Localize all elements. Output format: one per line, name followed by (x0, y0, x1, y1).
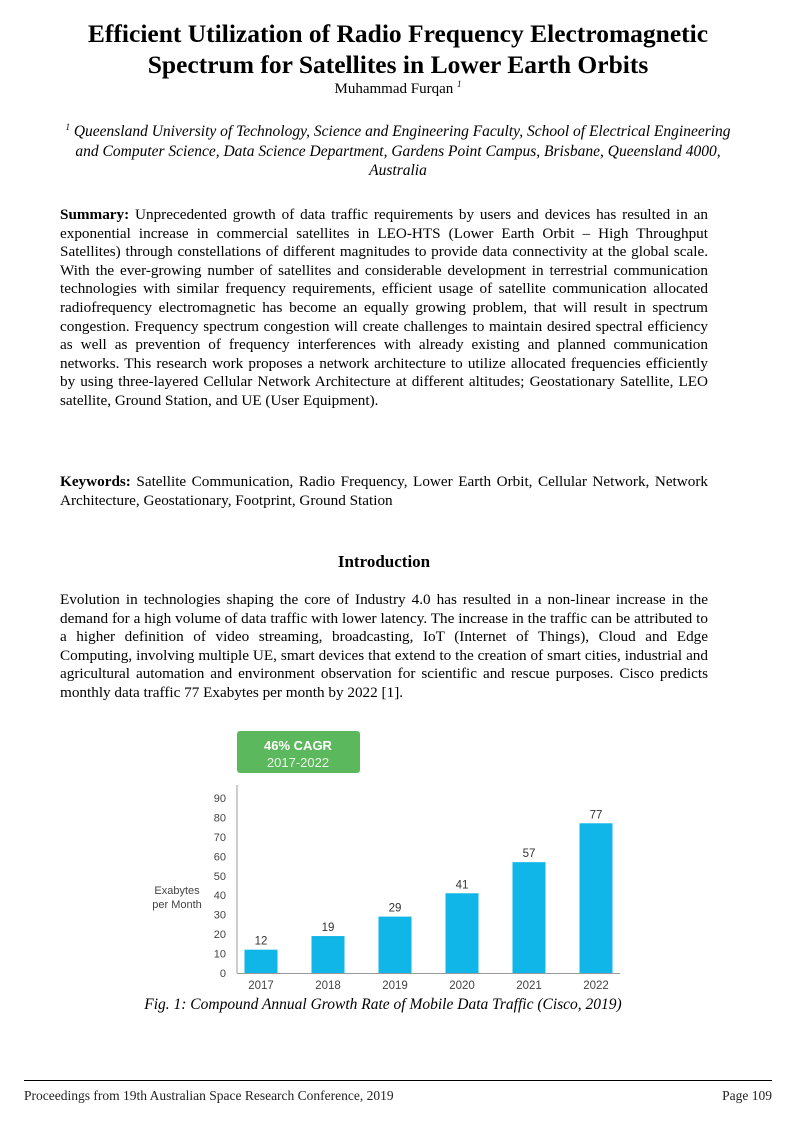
data-label-2019: 29 (389, 903, 402, 915)
title-line-1: Efficient Utilization of Radio Frequency… (87, 19, 709, 48)
y-tick-label: 30 (214, 910, 226, 922)
y-axis-label-line2: per Month (152, 899, 202, 911)
y-tick-label: 40 (214, 890, 226, 902)
x-tick-label-2017: 2017 (248, 980, 274, 992)
summary-label: Summary: (60, 206, 130, 223)
footer-proceedings: Proceedings from 19th Australian Space R… (24, 1088, 394, 1103)
cagr-badge-line1: 46% CAGR (264, 738, 333, 753)
y-tick-label: 80 (214, 812, 226, 824)
bar-2022 (579, 823, 613, 973)
bar-2018 (311, 936, 345, 973)
y-tick-label: 60 (214, 851, 226, 863)
footer-divider (24, 1080, 772, 1081)
data-label-2017: 12 (255, 936, 268, 948)
x-tick-label-2020: 2020 (449, 980, 475, 992)
title-line-2: Spectrum for Satellites in Lower Earth O… (147, 50, 649, 79)
data-label-2022: 77 (590, 809, 603, 821)
y-tick-label: 10 (214, 949, 226, 961)
data-label-2020: 41 (456, 879, 469, 891)
x-tick-label-2021: 2021 (516, 980, 542, 992)
bar-2020 (445, 893, 479, 973)
y-tick-label: 90 (214, 793, 226, 805)
data-label-2021: 57 (523, 848, 536, 860)
y-tick-label: 20 (214, 929, 226, 941)
data-label-2018: 19 (322, 922, 335, 934)
cagr-badge (237, 731, 360, 773)
x-tick-label-2022: 2022 (583, 980, 609, 992)
keywords-label: Keywords: (60, 473, 131, 490)
author-name: Muhammad Furqan (334, 81, 454, 97)
keywords: Keywords: Satellite Communication, Radio… (60, 473, 708, 510)
y-tick-label: 70 (214, 832, 226, 844)
affiliation-text: Queensland University of Technology, Sci… (73, 123, 731, 180)
x-tick-label-2018: 2018 (315, 980, 341, 992)
section-heading-introduction: Introduction (337, 552, 431, 571)
introduction-paragraph: Evolution in technologies shaping the co… (60, 591, 708, 701)
summary-text: Unprecedented growth of data traffic req… (60, 206, 708, 409)
y-tick-label: 50 (214, 871, 226, 883)
bar-2021 (512, 862, 546, 973)
x-tick-label-2019: 2019 (382, 980, 408, 992)
bar-2017 (244, 949, 278, 973)
y-tick-label: 0 (220, 968, 226, 980)
paper-title: Efficient Utilization of Radio Frequency… (0, 18, 796, 80)
author: Muhammad Furqan 1 (0, 79, 796, 98)
affiliation: 1 Queensland University of Technology, S… (60, 118, 736, 181)
bar-2019 (378, 916, 412, 973)
author-sup: 1 (456, 79, 462, 89)
figure-caption: Fig. 1: Compound Annual Growth Rate of M… (144, 996, 622, 1013)
summary: Summary: Unprecedented growth of data tr… (60, 206, 708, 411)
affiliation-sup: 1 (65, 122, 70, 132)
cagr-badge-line2: 2017-2022 (267, 755, 329, 770)
footer-page-number: Page 109 (722, 1088, 772, 1103)
keywords-text: Satellite Communication, Radio Frequency… (60, 473, 708, 509)
y-axis-label-line1: Exabytes (154, 885, 200, 897)
